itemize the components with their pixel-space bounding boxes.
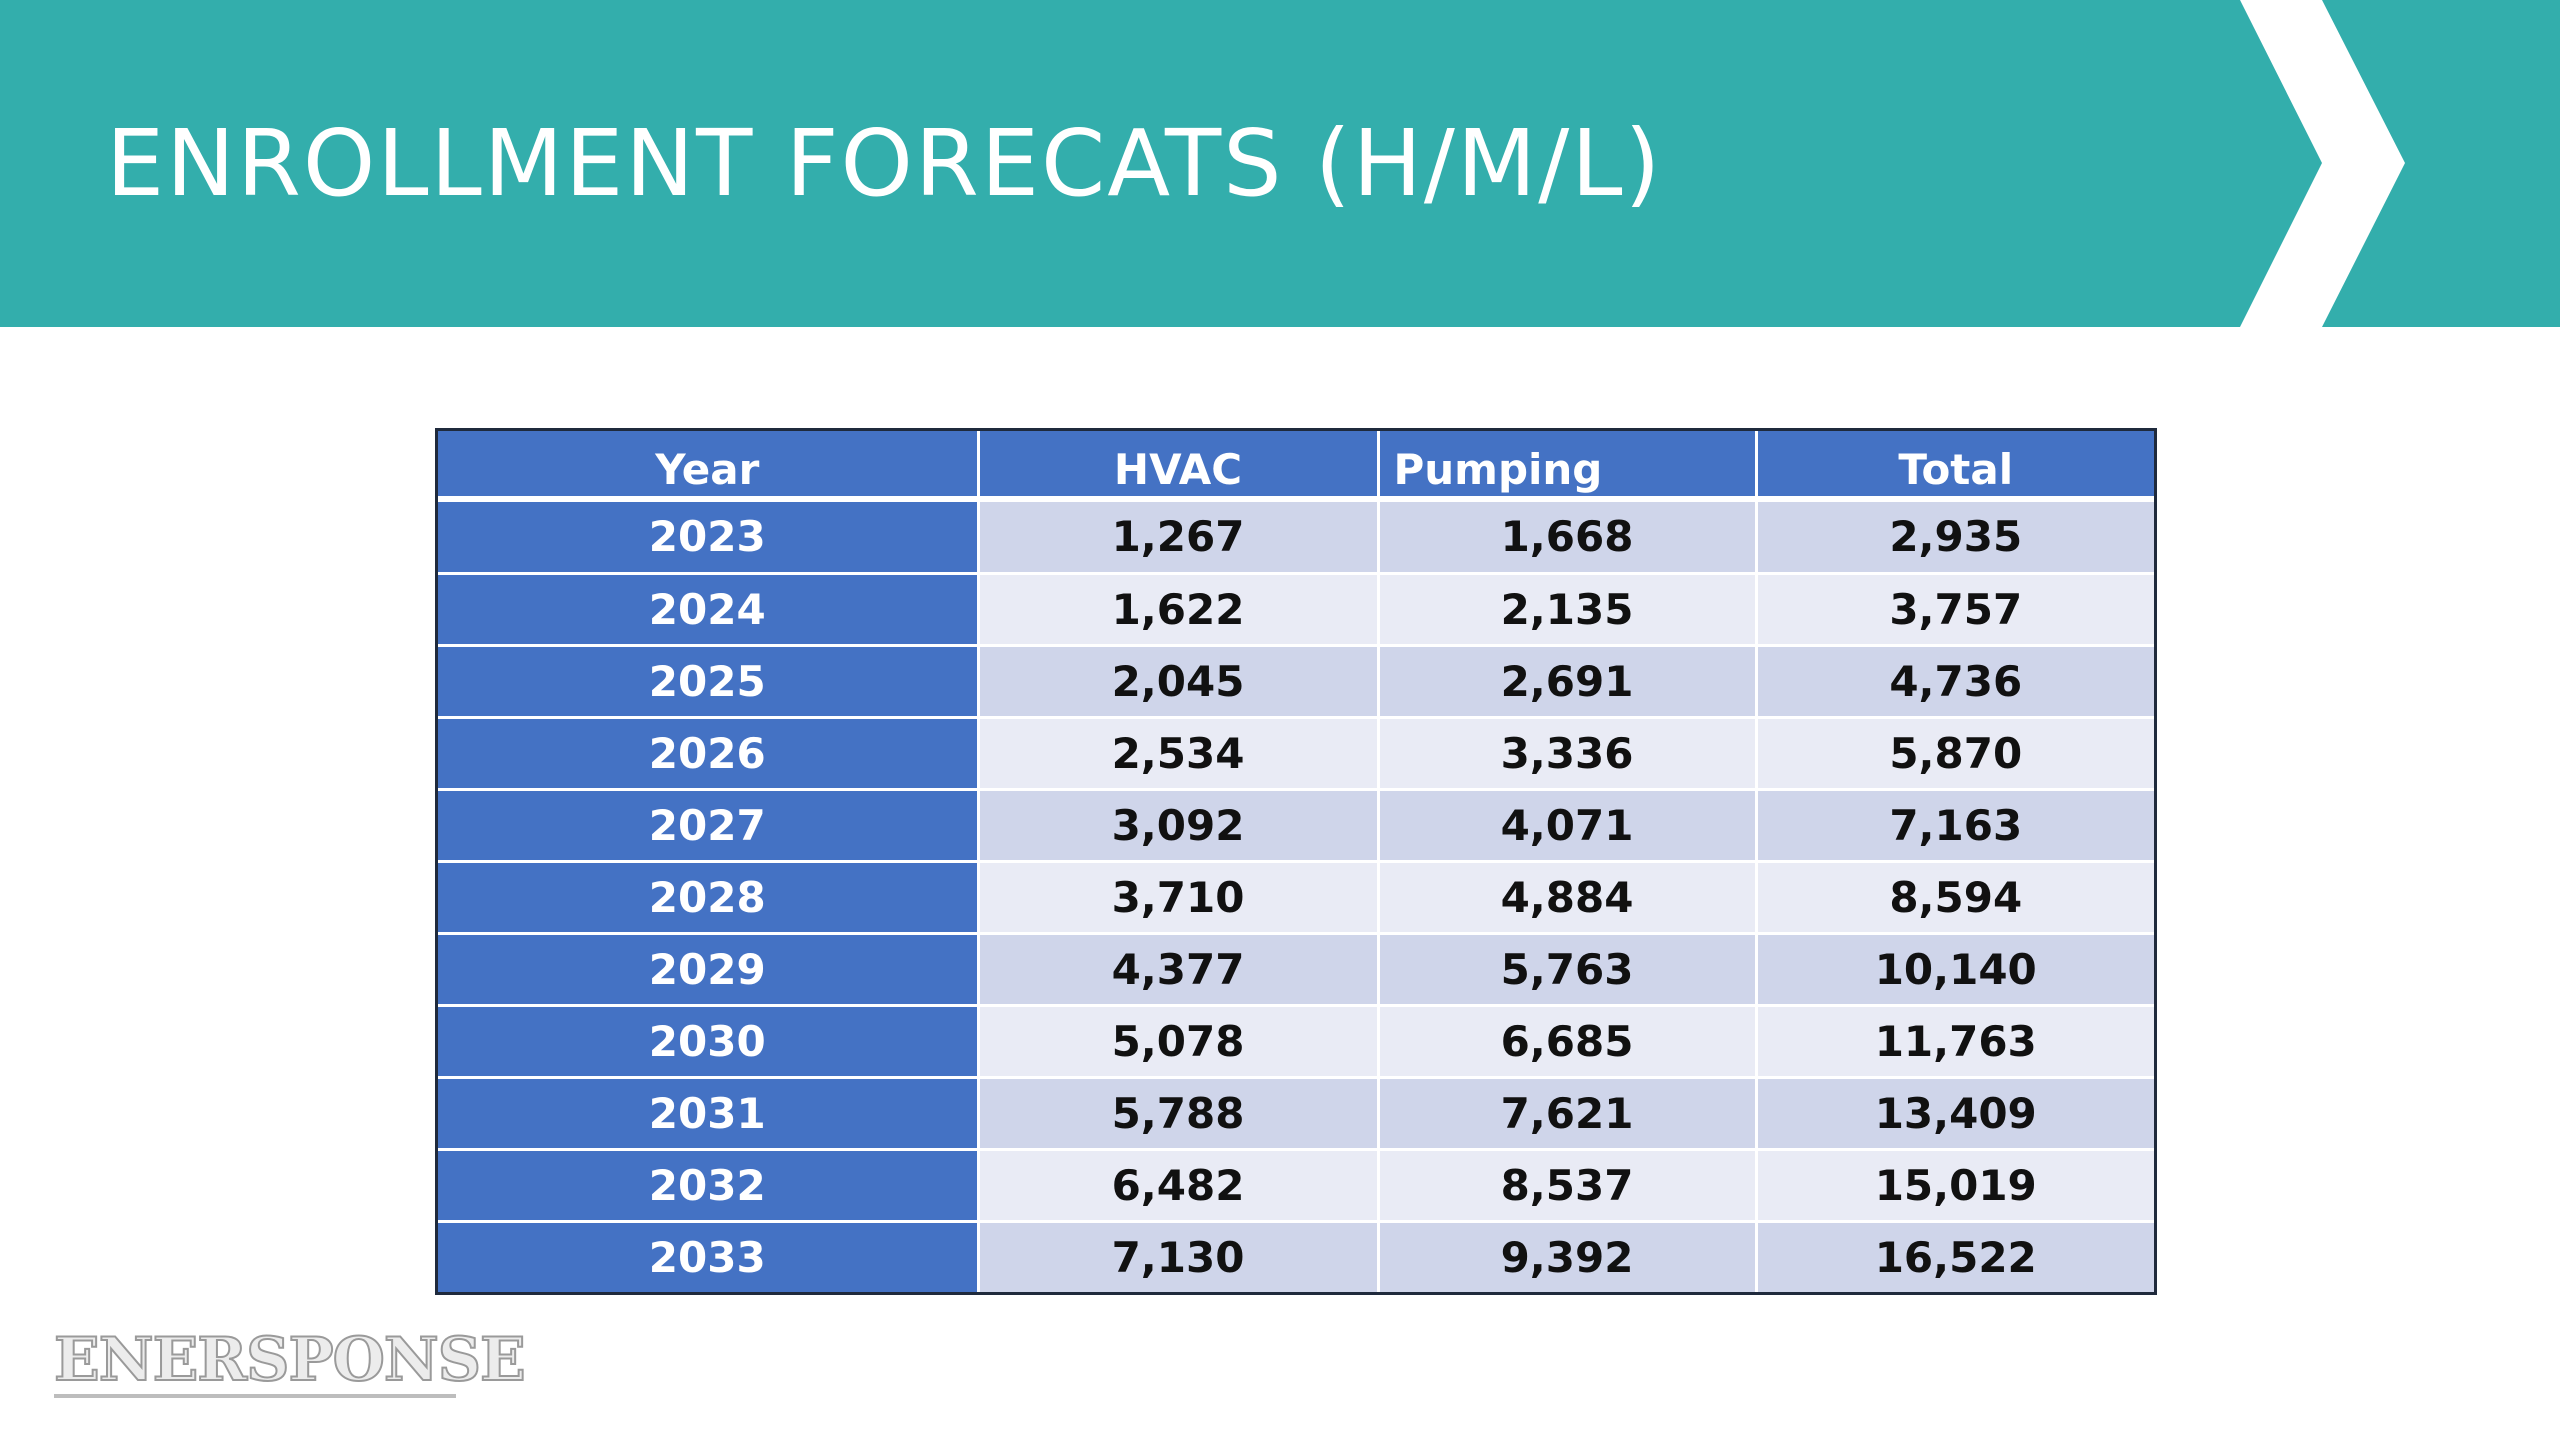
cell-hvac: 1,267 [978,499,1380,574]
chevron-arrow-icon [2240,0,2405,327]
header-pumping: Pumping [1378,431,1758,502]
cell-total: 2,935 [1756,499,2154,574]
table-row: 2029 4,377 5,763 10,140 [438,933,2154,1006]
cell-total: 13,409 [1756,1077,2154,1150]
table-row: 2025 2,045 2,691 4,736 [438,645,2154,718]
table-row: 2030 5,078 6,685 11,763 [438,1005,2154,1078]
table-row: 2027 3,092 4,071 7,163 [438,789,2154,862]
cell-total: 15,019 [1756,1149,2154,1222]
cell-year: 2027 [438,789,980,862]
cell-total: 7,163 [1756,789,2154,862]
cell-year: 2026 [438,717,980,790]
cell-hvac: 1,622 [978,573,1380,646]
cell-year: 2031 [438,1077,980,1150]
cell-hvac: 3,710 [978,861,1380,934]
cell-year: 2023 [438,499,980,574]
cell-pumping: 2,691 [1378,645,1758,718]
cell-pumping: 8,537 [1378,1149,1758,1222]
table-row: 2026 2,534 3,336 5,870 [438,717,2154,790]
cell-year: 2033 [438,1221,980,1292]
cell-hvac: 5,078 [978,1005,1380,1078]
cell-pumping: 5,763 [1378,933,1758,1006]
cell-pumping: 3,336 [1378,717,1758,790]
cell-pumping: 1,668 [1378,499,1758,574]
table-row: 2023 1,267 1,668 2,935 [438,499,2154,574]
cell-total: 16,522 [1756,1221,2154,1292]
cell-hvac: 2,534 [978,717,1380,790]
cell-hvac: 2,045 [978,645,1380,718]
table-row: 2031 5,788 7,621 13,409 [438,1077,2154,1150]
cell-year: 2029 [438,933,980,1006]
cell-pumping: 7,621 [1378,1077,1758,1150]
cell-pumping: 4,071 [1378,789,1758,862]
cell-year: 2024 [438,573,980,646]
table-row: 2032 6,482 8,537 15,019 [438,1149,2154,1222]
header-hvac: HVAC [978,431,1380,502]
table-header-row: Year HVAC Pumping Total [438,431,2154,502]
cell-hvac: 5,788 [978,1077,1380,1150]
cell-total: 5,870 [1756,717,2154,790]
cell-hvac: 4,377 [978,933,1380,1006]
cell-year: 2032 [438,1149,980,1222]
cell-total: 11,763 [1756,1005,2154,1078]
cell-hvac: 3,092 [978,789,1380,862]
cell-hvac: 7,130 [978,1221,1380,1292]
forecast-table: Year HVAC Pumping Total 2023 1,267 1,668 2,… [435,428,2157,1295]
table-row: 2028 3,710 4,884 8,594 [438,861,2154,934]
cell-year: 2025 [438,645,980,718]
logo-underline [54,1394,456,1398]
header-year: Year [438,431,980,502]
cell-pumping: 4,884 [1378,861,1758,934]
cell-hvac: 6,482 [978,1149,1380,1222]
cell-pumping: 9,392 [1378,1221,1758,1292]
slide-title: ENROLLMENT FORECATS (H/M/L) [106,110,1663,217]
cell-pumping: 6,685 [1378,1005,1758,1078]
cell-total: 4,736 [1756,645,2154,718]
cell-total: 8,594 [1756,861,2154,934]
cell-year: 2028 [438,861,980,934]
cell-pumping: 2,135 [1378,573,1758,646]
enersponse-logo: ENERSPONSE [53,1324,527,1396]
table-row: 2033 7,130 9,392 16,522 [438,1221,2154,1292]
header-total: Total [1756,431,2154,502]
cell-year: 2030 [438,1005,980,1078]
cell-total: 3,757 [1756,573,2154,646]
title-banner [0,0,2560,327]
table-row: 2024 1,622 2,135 3,757 [438,573,2154,646]
cell-total: 10,140 [1756,933,2154,1006]
